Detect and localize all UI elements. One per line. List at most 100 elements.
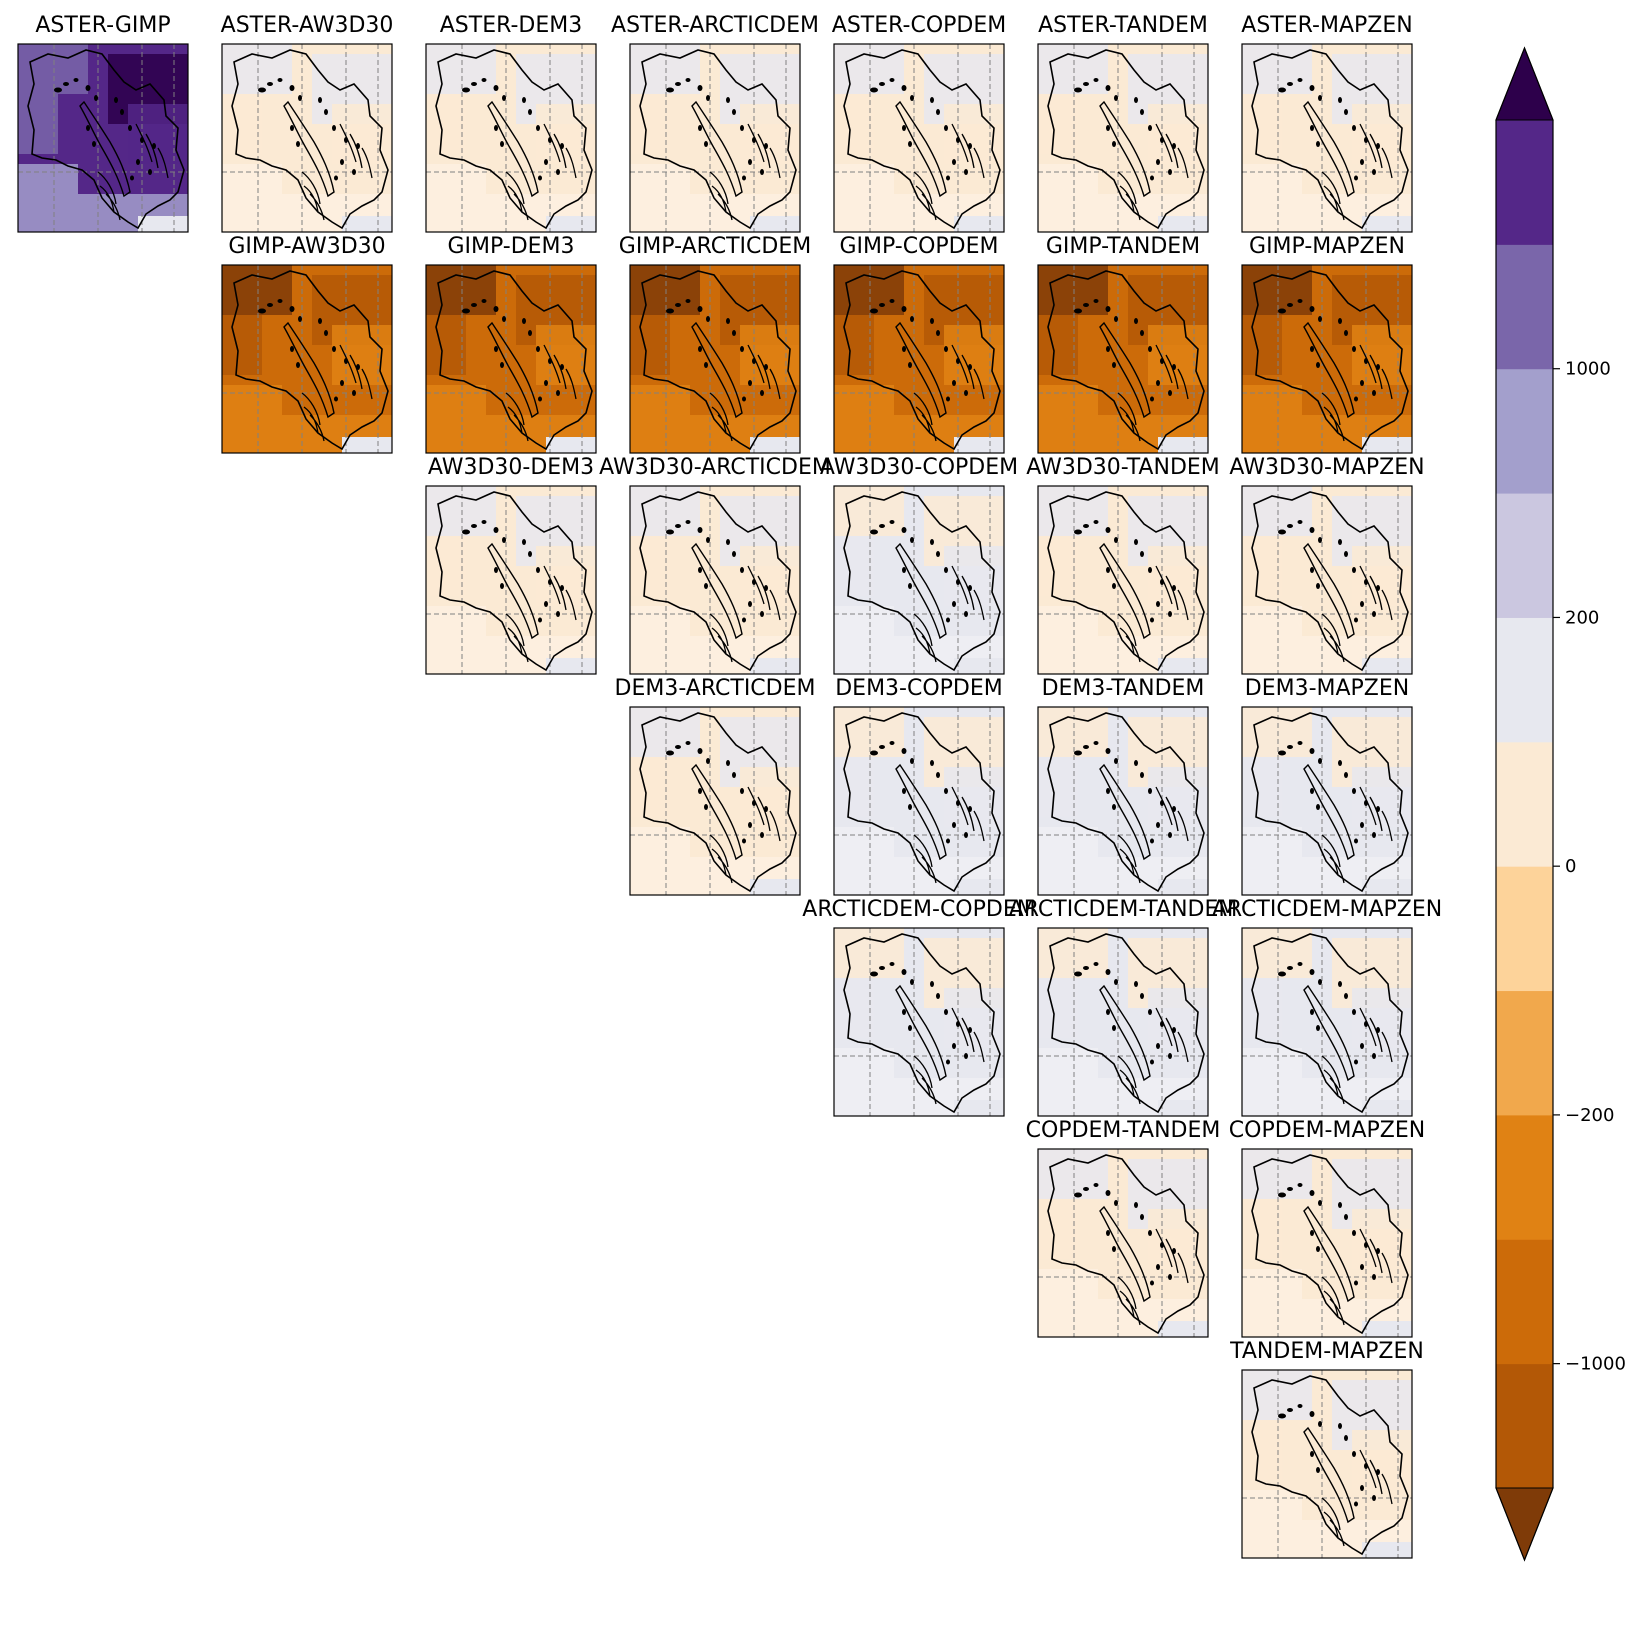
raster-patch: [332, 325, 392, 385]
raster-patch: [1242, 1149, 1312, 1199]
raster-patch: [630, 265, 700, 315]
diff-panel: GIMP-AW3D30: [221, 234, 393, 454]
diff-panel: COPDEM-MAPZEN: [1229, 1118, 1425, 1338]
raster-patch: [944, 546, 1004, 606]
raster-patch: [342, 437, 392, 453]
raster-patch: [1038, 707, 1108, 757]
diff-panel: AW3D30-COPDEM: [820, 455, 1018, 675]
panel-title: COPDEM-TANDEM: [1026, 1118, 1221, 1143]
raster-patch: [834, 385, 894, 453]
raster-patch: [1158, 1100, 1208, 1116]
raster-patch: [426, 606, 486, 674]
panel-frame: [629, 43, 801, 233]
raster-patch: [1158, 658, 1208, 674]
raster-patch: [834, 978, 874, 1038]
raster-patch: [1038, 44, 1108, 94]
panel-title: AW3D30-COPDEM: [820, 455, 1018, 480]
raster-patch: [1242, 385, 1302, 453]
panel-frame: [833, 485, 1005, 675]
raster-patch: [1038, 978, 1078, 1038]
raster-patch: [1242, 94, 1282, 154]
colorbar-segment: [1496, 1114, 1553, 1240]
colorbar-tick-label: −1000: [1565, 1354, 1626, 1375]
raster-patch: [954, 437, 1004, 453]
raster-patch: [536, 104, 596, 164]
panel-frame: [425, 43, 597, 233]
raster-patch: [426, 265, 496, 315]
raster-patch: [1242, 928, 1312, 978]
raster-patch: [1242, 978, 1282, 1038]
raster-patch: [1158, 437, 1208, 453]
raster-patch: [944, 988, 1004, 1048]
raster-patch: [834, 536, 874, 596]
colorbar-outline: [1495, 46, 1554, 1562]
panel-frame: [1037, 264, 1209, 454]
raster-patch: [426, 536, 466, 596]
raster-patch: [954, 216, 1004, 232]
diff-panel: GIMP-DEM3: [425, 234, 597, 454]
colorbar-segment: [1496, 120, 1553, 245]
raster-patch: [426, 315, 466, 375]
panel-title: GIMP-MAPZEN: [1249, 234, 1405, 259]
panel-title: AW3D30-TANDEM: [1026, 455, 1220, 480]
panel-title: AW3D30-DEM3: [428, 455, 594, 480]
colorbar-segment: [1496, 368, 1553, 494]
raster-patch: [834, 1048, 894, 1116]
raster-patch: [1242, 1048, 1302, 1116]
panel-title: GIMP-COPDEM: [839, 234, 998, 259]
raster-patch: [1242, 707, 1312, 757]
raster-patch: [1038, 757, 1078, 817]
panel-frame: [1037, 1148, 1209, 1338]
raster-patch: [138, 216, 188, 232]
diff-panel: AW3D30-DEM3: [425, 455, 597, 675]
raster-patch: [18, 164, 78, 232]
diff-panel: ASTER-AW3D30: [221, 13, 393, 233]
raster-patch: [834, 928, 904, 978]
raster-patch: [1242, 315, 1282, 375]
raster-patch: [1158, 216, 1208, 232]
raster-patch: [1242, 606, 1302, 674]
raster-patch: [1158, 879, 1208, 895]
diff-panel: AW3D30-MAPZEN: [1229, 455, 1425, 675]
raster-patch: [1148, 1209, 1208, 1269]
raster-patch: [1242, 486, 1312, 536]
panel-title: TANDEM-MAPZEN: [1229, 1339, 1424, 1364]
panel-frame: [833, 927, 1005, 1117]
raster-patch: [1362, 1321, 1412, 1337]
raster-patch: [426, 486, 496, 536]
raster-patch: [1242, 1370, 1312, 1420]
diff-panel: ARCTICDEM-COPDEM: [802, 897, 1036, 1117]
diff-panel: DEM3-TANDEM: [1037, 676, 1209, 896]
raster-patch: [1038, 827, 1098, 895]
panel-title: ASTER-MAPZEN: [1241, 13, 1412, 38]
raster-patch: [546, 216, 596, 232]
panel-title: GIMP-ARCTICDEM: [619, 234, 811, 259]
raster-patch: [1038, 315, 1078, 375]
raster-patch: [426, 164, 486, 232]
panel-title: ASTER-TANDEM: [1038, 13, 1208, 38]
diff-panel: TANDEM-MAPZEN: [1229, 1339, 1424, 1559]
panel-title: DEM3-TANDEM: [1042, 676, 1205, 701]
diff-panel: AW3D30-ARCTICDEM: [599, 455, 831, 675]
raster-patch: [1038, 94, 1078, 154]
raster-patch: [1038, 536, 1078, 596]
panel-frame: [17, 43, 189, 233]
diff-panel: ASTER-GIMP: [17, 13, 189, 233]
raster-patch: [630, 486, 700, 536]
raster-patch: [1242, 1490, 1302, 1558]
raster-patch: [536, 546, 596, 606]
colorbar-segment: [1496, 244, 1553, 370]
raster-patch: [1148, 988, 1208, 1048]
raster-patch: [1148, 546, 1208, 606]
panel-title: GIMP-DEM3: [447, 234, 574, 259]
raster-patch: [630, 44, 700, 94]
raster-patch: [1038, 164, 1098, 232]
raster-patch: [1362, 216, 1412, 232]
panel-title: DEM3-ARCTICDEM: [615, 676, 816, 701]
raster-patch: [750, 879, 800, 895]
diff-panel: DEM3-MAPZEN: [1241, 676, 1413, 896]
diff-panel: DEM3-ARCTICDEM: [615, 676, 816, 896]
raster-patch: [1148, 325, 1208, 385]
raster-patch: [1362, 658, 1412, 674]
raster-patch: [1158, 1321, 1208, 1337]
